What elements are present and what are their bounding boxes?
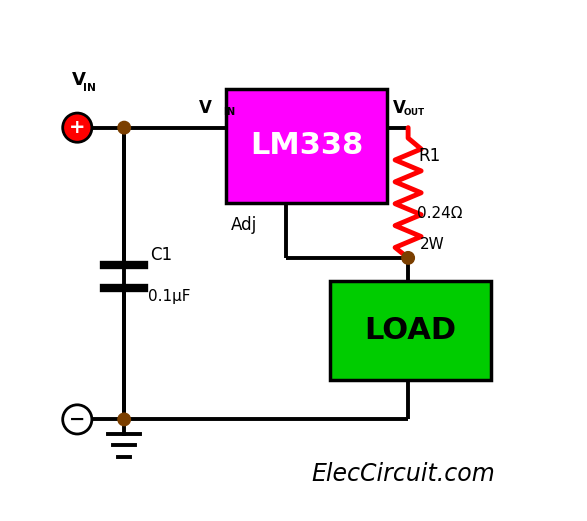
- Circle shape: [402, 252, 414, 264]
- FancyBboxPatch shape: [226, 89, 387, 203]
- Text: $\mathbf{V}$: $\mathbf{V}$: [70, 70, 86, 89]
- Text: 2W: 2W: [420, 238, 444, 252]
- Text: 0.1μF: 0.1μF: [147, 290, 190, 304]
- Text: $\mathbf{V}$: $\mathbf{V}$: [198, 99, 212, 117]
- Text: C1: C1: [150, 246, 173, 264]
- Text: $\mathbf{V}$: $\mathbf{V}$: [393, 99, 407, 117]
- Circle shape: [63, 113, 92, 142]
- Text: +: +: [69, 118, 86, 137]
- Text: R1: R1: [419, 147, 441, 165]
- Circle shape: [118, 121, 130, 134]
- Text: $\mathbf{_{IN}}$: $\mathbf{_{IN}}$: [83, 79, 97, 94]
- FancyBboxPatch shape: [330, 281, 491, 380]
- Text: LOAD: LOAD: [365, 316, 457, 345]
- Text: $\mathbf{_{OUT}}$: $\mathbf{_{OUT}}$: [403, 105, 426, 118]
- Circle shape: [118, 413, 130, 426]
- Text: −: −: [69, 410, 86, 429]
- Text: LM338: LM338: [250, 131, 363, 160]
- Text: 0.24Ω: 0.24Ω: [417, 206, 463, 221]
- Text: ElecCircuit.com: ElecCircuit.com: [311, 462, 495, 486]
- Circle shape: [63, 405, 92, 434]
- Text: Adj: Adj: [231, 216, 257, 234]
- Text: $\mathbf{_{IN}}$: $\mathbf{_{IN}}$: [223, 104, 236, 118]
